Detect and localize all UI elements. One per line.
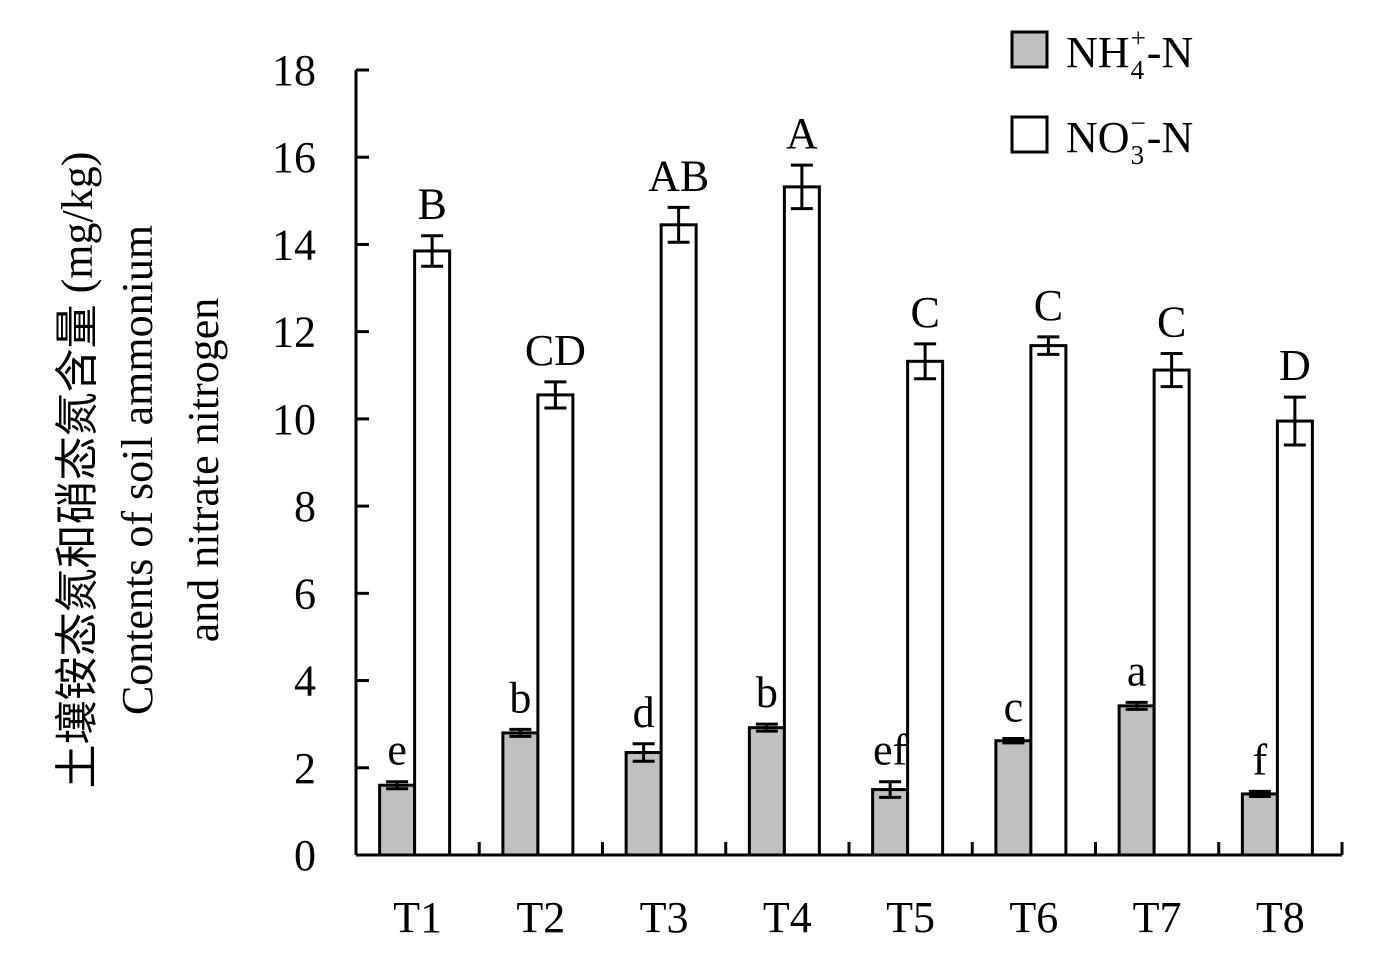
bar-nitrate xyxy=(1275,419,1314,857)
legend-label: NO xyxy=(1066,113,1130,162)
y-tick-label: 8 xyxy=(294,482,316,531)
x-axis: T1 T2 T3 T4 T5 T6 T7 T8 xyxy=(354,842,1344,942)
y-axis-title-line-1: 土壤铵态氮和硝态氮含量 (mg/kg) xyxy=(53,152,102,789)
significance-label: B xyxy=(417,180,446,229)
y-axis: 0 2 4 6 8 10 12 14 16 18 xyxy=(272,46,369,880)
x-tick-label: T4 xyxy=(763,893,812,942)
legend-label: NH xyxy=(1066,28,1130,77)
significance-label: b xyxy=(509,673,531,722)
y-axis-title-line-3: and nitrate nitrogen xyxy=(179,298,228,643)
bar-ammonium xyxy=(624,751,663,857)
significance-label: c xyxy=(1004,683,1024,732)
bar-nitrate xyxy=(659,223,698,857)
significance-label: e xyxy=(387,726,407,775)
bar-ammonium xyxy=(501,731,540,857)
bar-ammonium xyxy=(1117,704,1156,857)
significance-label: f xyxy=(1253,735,1268,784)
y-tick-label: 10 xyxy=(272,395,316,444)
legend-swatch xyxy=(1010,30,1049,69)
y-tick-label: 2 xyxy=(294,744,316,793)
significance-label: D xyxy=(1279,341,1311,390)
bar-ammonium xyxy=(994,739,1033,857)
bar-ammonium xyxy=(378,783,417,857)
bar-nitrate xyxy=(413,249,452,857)
x-tick-label: T3 xyxy=(640,893,689,942)
significance-label: ef xyxy=(873,726,908,775)
bar-nitrate xyxy=(782,185,821,857)
x-tick-label: T1 xyxy=(393,893,442,942)
y-tick-label: 12 xyxy=(272,308,316,357)
legend-suffix: -N xyxy=(1147,113,1193,162)
significance-label: a xyxy=(1127,646,1147,695)
legend-superscript: − xyxy=(1131,108,1146,138)
y-tick-label: 6 xyxy=(294,569,316,618)
y-axis-title: 土壤铵态氮和硝态氮含量 (mg/kg) Contents of soil amm… xyxy=(53,152,228,789)
significance-label: b xyxy=(756,668,778,717)
significance-label: d xyxy=(633,688,655,737)
x-tick-label: T8 xyxy=(1256,893,1305,942)
x-tick-label: T7 xyxy=(1133,893,1182,942)
legend-subscript: 4 xyxy=(1131,55,1145,85)
y-tick-label: 4 xyxy=(294,657,316,706)
significance-label: C xyxy=(910,288,939,337)
legend-swatch xyxy=(1010,115,1049,154)
significance-label: A xyxy=(786,109,818,158)
x-tick-label: T2 xyxy=(516,893,565,942)
bar-ammonium xyxy=(871,788,910,857)
legend-superscript: + xyxy=(1131,23,1146,53)
bar-nitrate xyxy=(536,393,575,857)
legend: NH +4 -NNO −3 -N xyxy=(1010,23,1193,170)
significance-label: C xyxy=(1157,297,1186,346)
bar-ammonium xyxy=(747,726,786,857)
significance-label: CD xyxy=(525,326,586,375)
y-tick-label: 16 xyxy=(272,133,316,182)
y-axis-title-line-2: Contents of soil ammonium xyxy=(113,225,162,715)
bar-nitrate xyxy=(1152,368,1191,857)
x-tick-label: T6 xyxy=(1009,893,1058,942)
legend-subscript: 3 xyxy=(1131,140,1145,170)
x-tick-label: T5 xyxy=(886,893,935,942)
y-tick-label: 0 xyxy=(294,831,316,880)
y-tick-label: 14 xyxy=(272,220,316,269)
bar-nitrate xyxy=(1029,344,1068,857)
y-tick-label: 18 xyxy=(272,46,316,95)
bar-nitrate xyxy=(906,359,945,857)
legend-suffix: -N xyxy=(1147,28,1193,77)
bar-ammonium xyxy=(1240,792,1279,857)
significance-label: C xyxy=(1034,281,1063,330)
significance-label: AB xyxy=(648,151,709,200)
